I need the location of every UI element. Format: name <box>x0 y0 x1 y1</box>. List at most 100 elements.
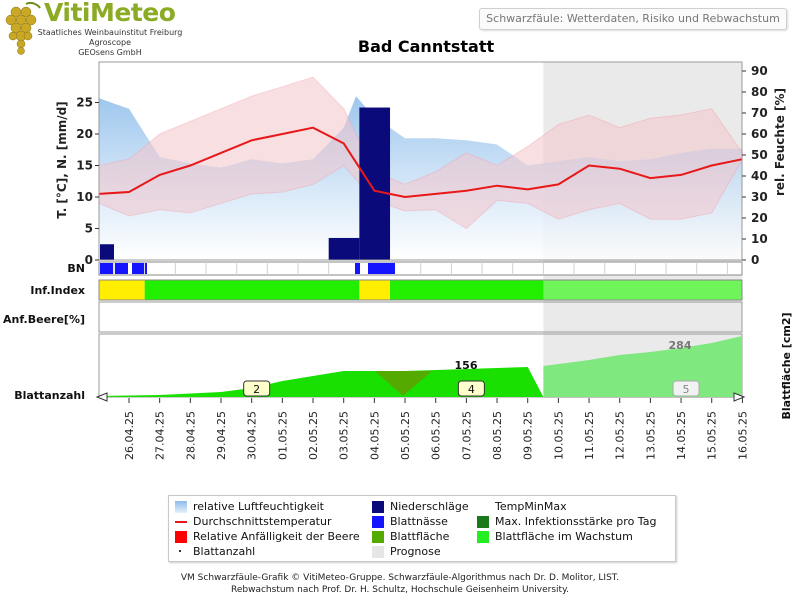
inf-index-segment <box>144 280 360 300</box>
leaf-count-badge <box>243 380 271 397</box>
legend-label: Blattfläche im Wachstum <box>495 530 633 543</box>
inf-index-segment <box>359 280 391 300</box>
leaf-count-badge <box>457 380 485 397</box>
y-right-tick-label: 40 <box>751 169 768 183</box>
leaf-wetness-block <box>145 263 147 274</box>
x-tick-label: 06.05.25 <box>430 411 443 460</box>
main-plot <box>98 76 743 260</box>
x-tick-label: 15.05.25 <box>706 411 719 460</box>
y-left-tick-label: 0 <box>85 253 93 267</box>
mean-temp-line <box>98 126 743 199</box>
legend-label: Blattanzahl <box>193 545 256 558</box>
header-subtitle: Schwarzfäule: Wetterdaten, Risiko und Re… <box>486 12 780 25</box>
axis-arrow-right <box>733 392 746 402</box>
y-right-tick-label: 90 <box>751 64 768 78</box>
x-tick-label: 11.05.25 <box>583 411 596 460</box>
y-right-tick-label: 70 <box>751 106 768 120</box>
anf-beere-frame <box>98 301 743 333</box>
leaf-area-value-label: 284 <box>669 339 692 352</box>
y-right-tick-label: 20 <box>751 211 768 225</box>
inf-index-frame <box>98 279 743 301</box>
x-tick-label: 12.05.25 <box>614 411 627 460</box>
max-infection-swatch <box>477 516 489 528</box>
leaf-count-value: 4 <box>468 383 475 396</box>
legend-label: Blattnässe <box>390 515 448 528</box>
leaf-wetness-block <box>368 263 395 274</box>
grape-icon <box>5 2 41 55</box>
legend-label: Max. Infektionsstärke pro Tag <box>495 515 657 528</box>
axis-arrow-left <box>95 392 108 402</box>
leaf-wetness-block <box>355 263 360 274</box>
y-left-tick-label: 25 <box>76 96 93 110</box>
x-tick-label: 13.05.25 <box>644 411 657 460</box>
max-infection-marker <box>375 371 432 396</box>
logo-line: Agroscope <box>88 38 132 47</box>
berry-swatch <box>175 531 187 543</box>
leaf-count-row-label: Blattanzahl <box>14 389 85 402</box>
y-left-tick-label: 10 <box>76 190 93 204</box>
y-left-tick-label: 15 <box>76 159 93 173</box>
precip-bar <box>100 244 114 260</box>
x-tick-label: 16.05.25 <box>736 411 749 460</box>
footer-line: Rebwachstum nach Prof. Dr. H. Schultz, H… <box>231 585 569 595</box>
y-right-tick-label: 80 <box>751 85 768 99</box>
x-tick-label: 01.05.25 <box>276 411 289 460</box>
inf-index-row-label: Inf.Index <box>30 284 85 297</box>
growth-plot: 156 284 2 4 5 Blattfläche [cm2] <box>95 312 793 420</box>
leaf-area-swatch <box>372 531 384 543</box>
leaf-area-value-label: 156 <box>455 359 478 372</box>
x-tick-label: 26.04.25 <box>123 411 136 460</box>
x-tick-label: 07.05.25 <box>460 411 473 460</box>
leaf-area-axis-label: Blattfläche [cm2] <box>780 312 793 419</box>
leaf-wetness-block <box>132 263 144 274</box>
x-tick-label: 30.04.25 <box>246 411 259 460</box>
main-plot-frame <box>98 61 743 261</box>
logo-line: GEOsens GmbH <box>78 48 142 57</box>
chart-title: Bad Canntstatt <box>358 37 495 56</box>
leaf-count-value: 2 <box>253 383 260 396</box>
precip-swatch <box>372 501 384 513</box>
footer: VM Schwarzfäule-Grafik © VitiMeteo-Grupp… <box>0 572 800 596</box>
bn-row-label: BN <box>67 262 85 275</box>
y-right-tick-label: 0 <box>751 253 759 267</box>
y-left-axis-label: T. [°C], N. [mm/d] <box>55 101 69 218</box>
y-left-tick-label: 20 <box>76 127 93 141</box>
legend-label: Blattfläche <box>390 530 450 543</box>
dot-swatch <box>179 550 181 552</box>
x-tick-label: 28.04.25 <box>184 411 197 460</box>
y-right-tick-label: 50 <box>751 148 768 162</box>
legend-label: relative Luftfeuchtigkeit <box>193 500 324 513</box>
logo-line: Staatliches Weinbauinstitut Freiburg <box>37 28 183 37</box>
red-line-swatch <box>175 521 187 523</box>
header-subtitle-box: Schwarzfäule: Wetterdaten, Risiko und Re… <box>479 8 787 30</box>
x-tick-label: 10.05.25 <box>552 411 565 460</box>
precip-bar <box>328 237 360 260</box>
leaf-wetness-swatch <box>372 516 384 528</box>
leaf-count-value: 5 <box>683 383 690 396</box>
forecast-swatch <box>372 546 384 558</box>
x-tick-label: 02.05.25 <box>307 411 320 460</box>
anf-beere-row-label: Anf.Beere[%] <box>3 313 85 326</box>
leaf-wetness-block <box>115 263 128 274</box>
y-right-tick-label: 60 <box>751 127 768 141</box>
inf-index-segment <box>99 280 145 300</box>
y-left-tick-label: 5 <box>85 222 93 236</box>
logo-name: VitiMeteo <box>44 0 176 27</box>
leaf-area-growth <box>99 367 544 397</box>
legend-label: TempMinMax <box>495 500 567 513</box>
x-tick-label: 14.05.25 <box>675 411 688 460</box>
x-tick-label: 29.04.25 <box>215 411 228 460</box>
inf-index-segment <box>390 280 742 300</box>
x-tick-label: 09.05.25 <box>522 411 535 460</box>
y-right-tick-label: 10 <box>751 232 768 246</box>
legend-label: Prognose <box>390 545 441 558</box>
leaf-wetness-block <box>100 263 113 274</box>
precip-bar <box>359 107 391 260</box>
y-right-axis-label: rel. Feuchte [%] <box>773 88 787 196</box>
y-right-tick-label: 30 <box>751 190 768 204</box>
inf-index-forecast-overlay <box>543 280 742 300</box>
footer-line: VM Schwarzfäule-Grafik © VitiMeteo-Grupp… <box>180 573 620 583</box>
x-tick-label: 03.05.25 <box>338 411 351 460</box>
x-tick-label: 27.04.25 <box>154 411 167 460</box>
